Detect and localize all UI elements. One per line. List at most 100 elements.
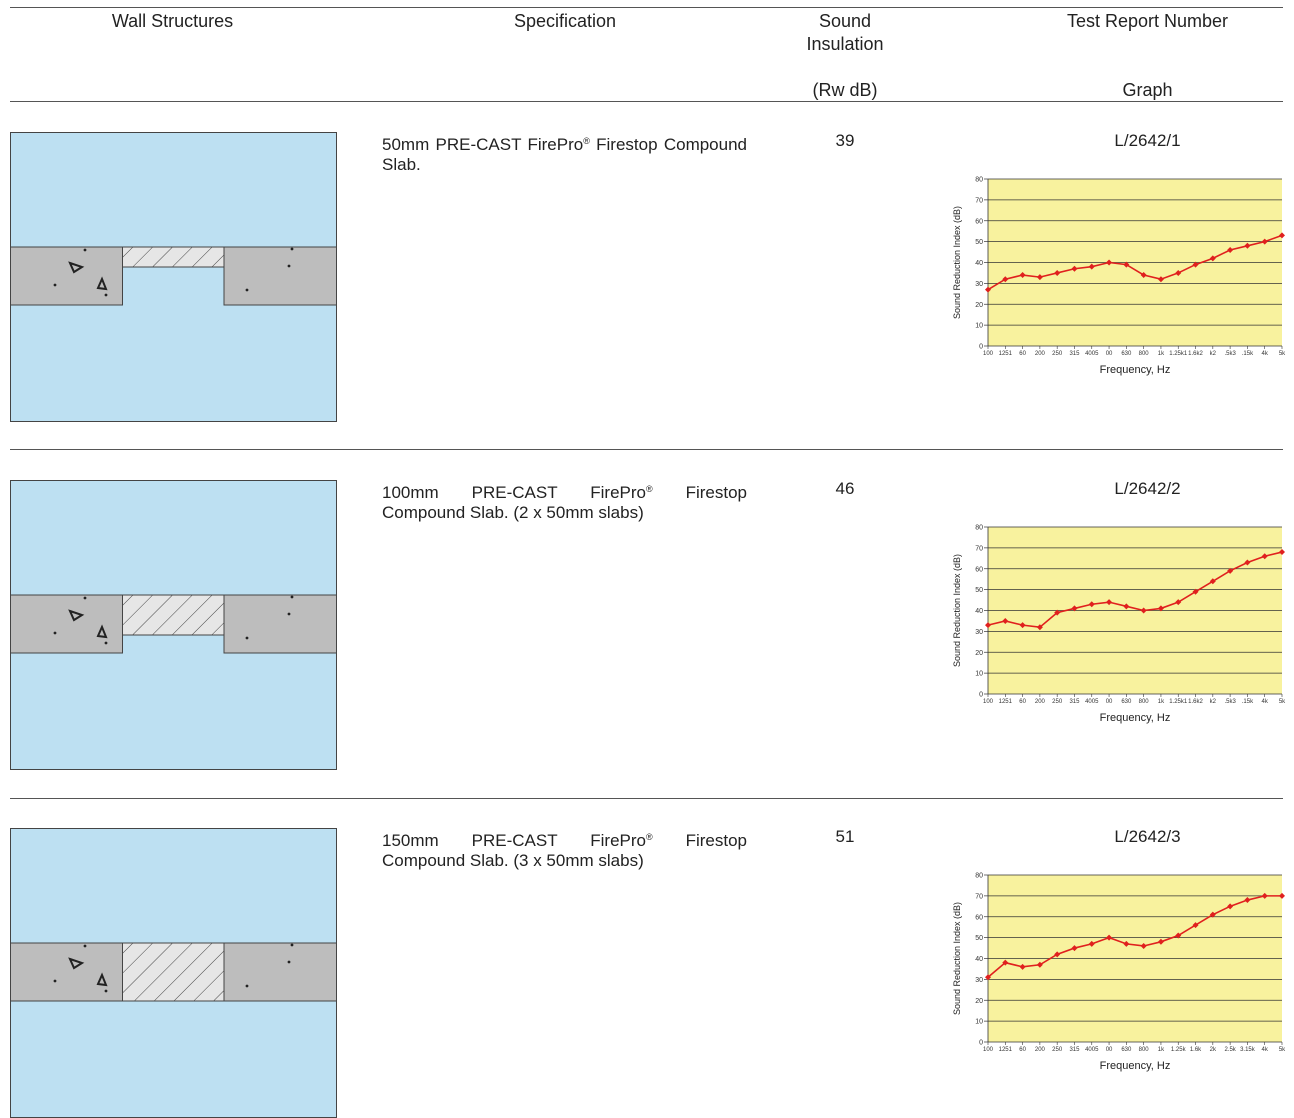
x-tick-label: 2.5k (1224, 1047, 1236, 1053)
data-point (1244, 242, 1251, 249)
x-tick-label: 1k (1158, 351, 1165, 357)
x-tick-label: 4k (1262, 699, 1269, 705)
x-tick-label: 250 (1052, 699, 1063, 705)
concrete-block-right (223, 246, 337, 306)
rw-value-2: 46 (835, 479, 855, 498)
spec-description: Firestop Compound Slab. (382, 135, 747, 174)
x-tick-label: 250 (1052, 1047, 1063, 1053)
y-tick-label: 20 (975, 650, 983, 657)
y-tick-label: 30 (975, 977, 983, 984)
data-point (985, 974, 991, 981)
x-tick-label: 800 (1139, 351, 1150, 357)
rw-value-3: 51 (835, 827, 855, 846)
x-tick-label: 3.15k (1240, 1047, 1256, 1053)
y-tick-label: 80 (975, 177, 983, 184)
spec-size-label: 50mm PRE-CAST FirePro (382, 135, 584, 154)
x-tick-label: 100 (983, 1047, 994, 1053)
x-tick-label: .15k (1242, 699, 1254, 705)
data-point (1227, 567, 1234, 574)
x-tick-label: 630 (1121, 1047, 1132, 1053)
data-point (1244, 897, 1251, 904)
x-tick-label: 1.6k2 (1188, 351, 1203, 357)
data-point (985, 286, 991, 293)
x-tick-label: 1.25k1 (1169, 351, 1188, 357)
x-tick-label: 100 (983, 351, 994, 357)
data-point (1036, 624, 1043, 631)
y-tick-label: 70 (975, 197, 983, 204)
data-point (1175, 932, 1182, 939)
y-tick-label: 70 (975, 893, 983, 900)
y-tick-label: 70 (975, 545, 983, 552)
registered-mark: ® (645, 484, 653, 494)
y-tick-label: 0 (979, 344, 983, 351)
x-tick-label: 315 (1069, 1047, 1080, 1053)
data-point (1019, 963, 1026, 970)
data-point (1209, 255, 1216, 262)
registered-mark: ® (645, 832, 653, 842)
x-tick-label: 1251 (999, 351, 1013, 357)
data-point (1261, 238, 1268, 245)
header-test-report: Test Report Number (1066, 11, 1229, 31)
y-tick-label: 40 (975, 608, 983, 615)
data-point (1054, 269, 1061, 276)
y-tick-label: 10 (975, 323, 983, 330)
data-point (1088, 263, 1095, 270)
sound-reduction-chart-1: 0 10 20 30 40 50 60 70 80 100 1251 60 200 250 315 4005 0… (952, 177, 1286, 377)
row-divider-1 (10, 449, 1283, 450)
data-point (1261, 553, 1268, 560)
spec-size-label: 150mm PRE-CAST FirePro (382, 831, 646, 850)
x-tick-label: 1k (1158, 699, 1165, 705)
data-point (1071, 265, 1078, 272)
y-tick-label: 40 (975, 260, 983, 267)
y-tick-label: 10 (975, 671, 983, 678)
x-tick-label: 00 (1106, 351, 1113, 357)
x-tick-label: .15k (1242, 351, 1254, 357)
x-tick-label: 630 (1121, 699, 1132, 705)
data-point (1227, 903, 1234, 910)
data-point (1002, 617, 1009, 624)
wall-diagram-2 (10, 480, 337, 770)
data-point (1209, 911, 1216, 918)
y-tick-label: 50 (975, 239, 983, 246)
specification-text-2: 100mm PRE-CAST FirePro® Firestop Compoun… (382, 479, 747, 523)
firestop-slab (122, 246, 225, 268)
data-point (1157, 276, 1164, 283)
y-tick-label: 40 (975, 956, 983, 963)
x-tick-label: 315 (1069, 699, 1080, 705)
x-tick-label: 200 (1035, 1047, 1046, 1053)
x-axis-label: Frequency, Hz (1100, 364, 1171, 376)
x-tick-label: 4005 (1085, 699, 1099, 705)
y-tick-label: 50 (975, 587, 983, 594)
x-tick-label: 200 (1035, 351, 1046, 357)
y-axis-label: Sound Reduction Index (dB) (952, 206, 962, 319)
header-sound-unit: (Rw dB) (812, 80, 878, 100)
spec-description: Firestop Compound Slab. (2 x 50mm slabs) (382, 483, 747, 522)
header-specification: Specification (513, 11, 617, 31)
data-point (1002, 276, 1009, 283)
y-tick-label: 0 (979, 692, 983, 699)
spec-description: Firestop Compound Slab. (3 x 50mm slabs) (382, 831, 747, 870)
x-tick-label: .5k3 (1224, 351, 1236, 357)
header-sound-line2: Insulation (806, 34, 884, 54)
data-point (1157, 605, 1164, 612)
data-point (1279, 232, 1285, 239)
x-tick-label: 1251 (999, 699, 1013, 705)
data-point (1002, 959, 1009, 966)
y-tick-label: 10 (975, 1019, 983, 1026)
sound-reduction-chart-3: 0 10 20 30 40 50 60 70 80 100 1251 60 200 250 315 4005 0… (952, 873, 1286, 1073)
data-point (985, 622, 991, 629)
concrete-block-left (10, 942, 123, 1002)
concrete-block-right (223, 942, 337, 1002)
y-tick-label: 20 (975, 998, 983, 1005)
data-point (1088, 601, 1095, 608)
data-point (1209, 578, 1216, 585)
concrete-block-left (10, 594, 123, 654)
y-tick-label: 60 (975, 566, 983, 573)
x-tick-label: 250 (1052, 351, 1063, 357)
y-tick-label: 30 (975, 629, 983, 636)
spec-size-label: 100mm PRE-CAST FirePro (382, 483, 646, 502)
x-tick-label: 1251 (999, 1047, 1013, 1053)
data-point (1054, 609, 1061, 616)
data-point (1140, 607, 1147, 614)
y-tick-label: 0 (979, 1040, 983, 1047)
